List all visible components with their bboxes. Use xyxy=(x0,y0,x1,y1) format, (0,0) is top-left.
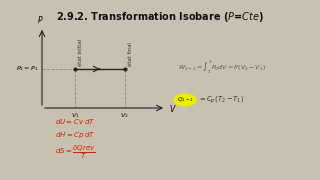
Text: 2.9.2. Transformation Isobare ($P$=$Cte$): 2.9.2. Transformation Isobare ($P$=$Cte$… xyxy=(56,10,264,24)
Text: état initial: état initial xyxy=(78,39,83,66)
Text: $dS = \dfrac{\delta Q rev}{T}$: $dS = \dfrac{\delta Q rev}{T}$ xyxy=(55,143,96,161)
Text: P: P xyxy=(38,16,42,25)
Text: $dH = Cp\; dT$: $dH = Cp\; dT$ xyxy=(55,130,96,140)
Text: $= C_p\,(T_2-T_1)$: $= C_p\,(T_2-T_1)$ xyxy=(198,94,244,106)
Text: état final: état final xyxy=(128,42,132,66)
Text: V: V xyxy=(169,105,174,114)
Ellipse shape xyxy=(174,94,196,106)
Text: $V_2$: $V_2$ xyxy=(120,111,129,120)
Text: $dU = Cv\; dT$: $dU = Cv\; dT$ xyxy=(55,118,95,127)
Text: $P_2=P_1$: $P_2=P_1$ xyxy=(17,65,39,73)
Text: $Q_{1-2}$: $Q_{1-2}$ xyxy=(177,96,193,104)
Text: $W_{1-2} = \int_{1}^{2} P_0 dV = P(V_2-V_1)$: $W_{1-2} = \int_{1}^{2} P_0 dV = P(V_2-V… xyxy=(178,60,266,76)
Text: $V_1$: $V_1$ xyxy=(71,111,79,120)
